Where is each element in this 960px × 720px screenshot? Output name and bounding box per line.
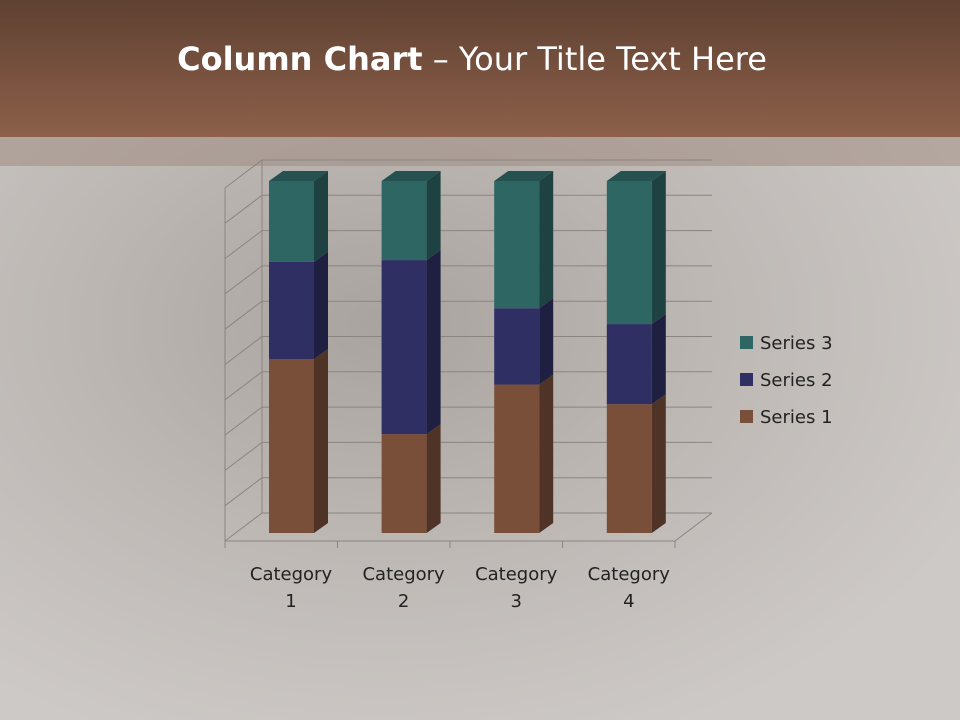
bar-side xyxy=(651,394,666,533)
legend-swatch xyxy=(740,336,753,349)
legend-swatch xyxy=(740,373,753,386)
gridline-side xyxy=(224,406,263,436)
bar-top xyxy=(381,171,441,181)
gridline-side xyxy=(224,194,263,224)
slide-title: Column Chart – Your Title Text Here xyxy=(0,40,944,78)
gridline-side xyxy=(224,442,263,471)
category-label: Category 4 xyxy=(588,564,671,612)
title-bold: Column Chart xyxy=(177,40,423,78)
category-label: Category 2 xyxy=(362,564,445,612)
title-rest: – Your Title Text Here xyxy=(422,40,767,78)
gridline-side xyxy=(224,336,263,365)
bar-front-series-3 xyxy=(381,181,427,261)
bar-top xyxy=(606,171,666,181)
bar-top xyxy=(494,171,554,181)
bar-side xyxy=(651,171,666,325)
bar-side xyxy=(426,171,441,261)
bar-front-series-3 xyxy=(494,181,540,309)
bar-front-series-2 xyxy=(494,308,540,385)
bar-side xyxy=(314,251,328,360)
gridline-side xyxy=(224,265,263,295)
bar-front-series-1 xyxy=(381,434,427,533)
gridline-side xyxy=(224,230,263,259)
legend-label: Series 1 xyxy=(760,407,833,428)
bar-side xyxy=(539,374,554,533)
bar-front-series-1 xyxy=(494,384,540,533)
bar-front-series-2 xyxy=(381,260,427,435)
bar-side xyxy=(426,250,441,435)
bar-side xyxy=(539,298,554,385)
bar-front-series-1 xyxy=(606,404,652,533)
gridline-side xyxy=(224,512,263,542)
bar-side xyxy=(539,171,554,309)
gridline-side xyxy=(224,477,263,507)
title-strip xyxy=(0,137,960,166)
title-band xyxy=(0,0,960,137)
legend-swatch xyxy=(740,410,753,423)
bar-side xyxy=(651,314,666,405)
bar-front-series-3 xyxy=(269,181,314,262)
bar-front-series-2 xyxy=(269,261,314,360)
gridline-side xyxy=(224,159,263,189)
bar-front-series-1 xyxy=(269,359,314,533)
legend-label: Series 3 xyxy=(760,333,833,354)
bar-side xyxy=(426,424,441,533)
bar-top xyxy=(269,171,328,181)
bar-side xyxy=(314,349,328,533)
bar-front-series-2 xyxy=(606,324,652,405)
category-label: Category 1 xyxy=(250,564,333,612)
category-label: Category 3 xyxy=(475,564,558,612)
gridline-side xyxy=(224,371,263,401)
bar-side xyxy=(314,171,328,262)
legend-label: Series 2 xyxy=(760,370,833,391)
bar-front-series-3 xyxy=(606,181,652,325)
gridline-side xyxy=(224,300,263,330)
